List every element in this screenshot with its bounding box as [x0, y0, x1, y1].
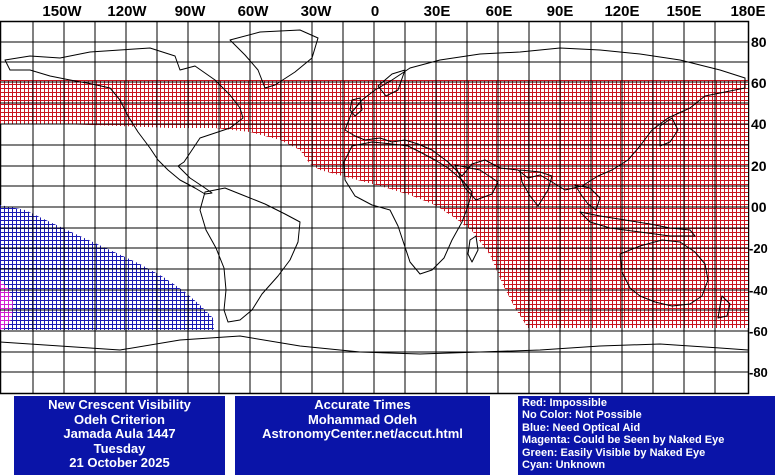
lat-label-00: 00 — [751, 199, 767, 215]
lon-label-30e: 30E — [424, 3, 451, 20]
lon-label-0: 0 — [371, 3, 379, 20]
lat-label-40: 40 — [751, 116, 767, 132]
lat-label-60: 60 — [751, 75, 767, 91]
hijri-month: Jamada Aula 1447 — [63, 426, 176, 441]
impossible-zone — [0, 80, 748, 328]
japan-outline — [659, 117, 679, 147]
arabia-outline — [454, 164, 499, 201]
lon-label-30w: 30W — [301, 3, 333, 20]
info-panel-source: Accurate Times Mohammad Odeh AstronomyCe… — [235, 396, 490, 475]
lon-label-180e: 180E — [730, 3, 765, 20]
australia-outline — [619, 239, 709, 307]
longitude-labels: 150W 120W 90W 60W 30W 0 30E 60E 90E 120E… — [42, 3, 765, 20]
lon-label-150w: 150W — [42, 3, 82, 20]
lat-label-minus80: -80 — [749, 365, 768, 380]
greenland-outline — [229, 29, 319, 89]
lon-label-120e: 120E — [604, 3, 639, 20]
antarctica-outline — [0, 335, 749, 355]
lat-label-minus60: -60 — [749, 324, 768, 339]
legend-panel: Red: Impossible No Color: Not Possible B… — [518, 396, 775, 475]
lat-label-minus20: -20 — [749, 241, 768, 256]
uk-outline — [349, 97, 363, 117]
india-outline — [519, 169, 553, 207]
panel-title: New Crescent Visibility — [48, 397, 191, 412]
indonesia-outline — [579, 211, 696, 237]
source-url: AstronomyCenter.net/accut.html — [262, 426, 463, 441]
graticule — [0, 21, 748, 393]
lon-label-60w: 60W — [238, 3, 270, 20]
lon-label-90e: 90E — [547, 3, 574, 20]
criterion-label: Odeh Criterion — [73, 411, 165, 427]
visibility-zones — [0, 80, 748, 330]
legend-green: Green: Easily Visible by Naked Eye — [522, 446, 706, 459]
lon-label-90w: 90W — [175, 3, 207, 20]
lat-label-80: 80 — [751, 34, 767, 50]
lat-label-minus40: -40 — [749, 283, 768, 298]
lon-label-60e: 60E — [486, 3, 513, 20]
author-name: Mohammad Odeh — [307, 411, 418, 427]
gregorian-date: 21 October 2025 — [69, 455, 170, 470]
legend-blue: Blue: Need Optical Aid — [522, 421, 641, 434]
legend-no-color: No Color: Not Possible — [522, 409, 642, 422]
latitude-labels: 80 60 40 20 00 -20 -40 -60 -80 — [749, 34, 768, 380]
south-america-outline — [199, 187, 301, 323]
scandinavia-outline — [377, 69, 406, 97]
weekday: Tuesday — [93, 440, 146, 456]
new-zealand-outline — [717, 295, 731, 319]
legend-red: Red: Impossible — [522, 397, 607, 409]
legend-cyan: Cyan: Unknown — [522, 459, 606, 472]
naked-eye-zone — [0, 280, 13, 330]
africa-outline — [343, 141, 473, 275]
madagascar-outline — [467, 235, 479, 263]
legend-magenta: Magenta: Could be Seen by Naked Eye — [522, 434, 725, 447]
lat-label-20: 20 — [751, 158, 767, 174]
coastlines — [0, 29, 749, 355]
info-panel-date: New Crescent Visibility Odeh Criterion J… — [14, 396, 225, 475]
source-title: Accurate Times — [314, 397, 411, 412]
southeast-asia-outline — [574, 184, 601, 211]
europe-asia-outline — [344, 47, 746, 191]
optical-aid-zone — [0, 205, 214, 330]
north-america-outline — [4, 47, 244, 195]
lon-label-120w: 120W — [107, 3, 147, 20]
lon-label-150e: 150E — [666, 3, 701, 20]
